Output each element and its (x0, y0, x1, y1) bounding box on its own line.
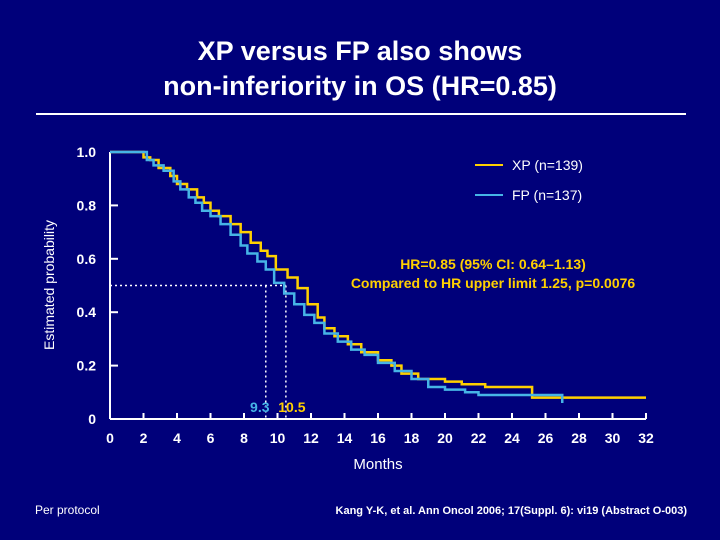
y-tick-label: 0.6 (77, 251, 97, 267)
x-tick-label: 30 (605, 430, 621, 446)
x-tick-label: 8 (240, 430, 248, 446)
x-tick-label: 10 (270, 430, 286, 446)
x-tick-label: 28 (571, 430, 587, 446)
legend-label-xp: XP (n=139) (512, 157, 583, 173)
x-tick-label: 2 (140, 430, 148, 446)
median-label: 9.3 (250, 399, 270, 415)
x-tick-label: 22 (471, 430, 487, 446)
x-tick-label: 16 (370, 430, 386, 446)
y-tick-label: 0.8 (77, 197, 97, 213)
legend-swatch-xp (475, 164, 503, 166)
hr-annotation: HR=0.85 (95% CI: 0.64–1.13) Compared to … (300, 255, 686, 293)
y-tick-label: 0 (88, 411, 96, 427)
title-line-2: non-inferiority in OS (HR=0.85) (163, 71, 557, 101)
x-tick-label: 14 (337, 430, 353, 446)
fp-survival-curve (110, 150, 564, 403)
slide-title: XP versus FP also shows non-inferiority … (0, 34, 720, 104)
x-tick-label: 18 (404, 430, 420, 446)
title-line-1: XP versus FP also shows (197, 36, 523, 66)
title-divider (36, 113, 686, 115)
footer-note: Per protocol (35, 503, 100, 517)
hr-line-2: Compared to HR upper limit 1.25, p=0.007… (350, 275, 636, 291)
legend-item-xp: XP (n=139) (475, 156, 583, 174)
x-tick-label: 26 (538, 430, 554, 446)
median-label: 10.5 (278, 399, 305, 415)
x-tick-label: 6 (207, 430, 215, 446)
x-tick-label: 20 (437, 430, 453, 446)
y-tick-label: 1.0 (77, 144, 97, 160)
legend-swatch-fp (475, 194, 503, 196)
hr-line-1: HR=0.85 (95% CI: 0.64–1.13) (400, 256, 586, 272)
x-tick-label: 4 (173, 430, 181, 446)
y-tick-label: 0.2 (77, 358, 97, 374)
x-axis-label: Months (353, 456, 403, 473)
x-tick-label: 24 (504, 430, 520, 446)
y-tick-label: 0.4 (77, 304, 97, 320)
citation: Kang Y-K, et al. Ann Oncol 2006; 17(Supp… (335, 505, 687, 517)
x-tick-label: 32 (638, 430, 654, 446)
legend-item-fp: FP (n=137) (475, 186, 582, 204)
x-tick-label: 12 (303, 430, 319, 446)
legend-label-fp: FP (n=137) (512, 187, 583, 203)
x-tick-label: 0 (106, 430, 114, 446)
